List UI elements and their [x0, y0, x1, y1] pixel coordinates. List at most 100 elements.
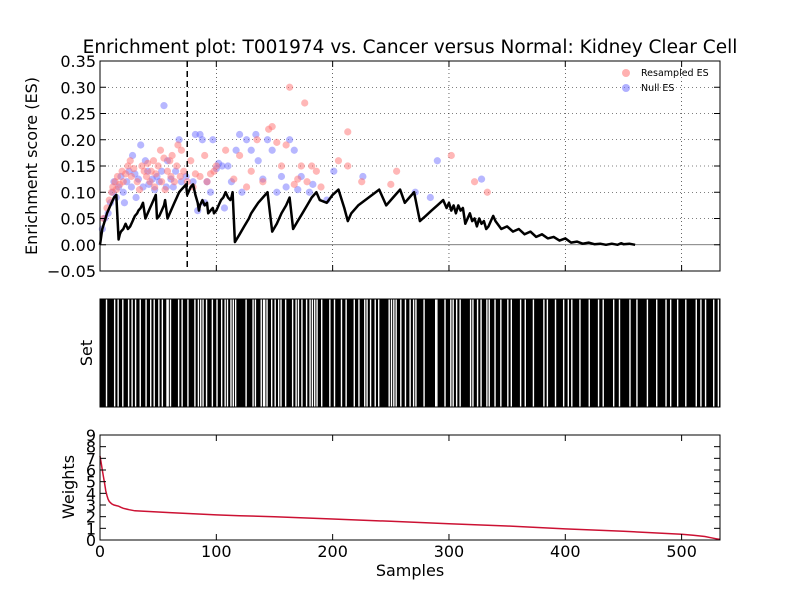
null-es-point — [232, 146, 240, 154]
set-gap — [200, 299, 202, 407]
set-gap — [224, 299, 226, 407]
set-gap — [656, 299, 658, 407]
set-gap — [232, 299, 235, 407]
set-gap — [316, 299, 318, 407]
null-es-point — [254, 157, 262, 165]
set-gap — [369, 299, 372, 407]
weights-xtick-label: 400 — [550, 542, 581, 561]
set-gap — [295, 299, 297, 407]
set-gap — [695, 299, 697, 407]
resampled-es-point — [286, 83, 294, 91]
null-es-point — [282, 183, 290, 191]
set-gap — [309, 299, 311, 407]
weights-axes-frame — [99, 434, 721, 541]
enrichment-score-panel: −0.05 0.00 0.05 0.10 0.15 0.20 0.25 0.30 0.35 En… — [22, 52, 721, 281]
set-gap — [169, 299, 172, 407]
set-gap — [280, 299, 282, 407]
null-es-point — [158, 167, 166, 175]
es-y-ticks: −0.05 0.00 0.05 0.10 0.15 0.20 0.25 0.30 0.35 — [47, 52, 720, 281]
resampled-es-point — [303, 178, 311, 186]
set-gap — [400, 299, 402, 407]
resampled-es-point — [196, 172, 204, 181]
set-gap — [291, 299, 294, 407]
set-gap — [567, 299, 570, 407]
resampled-es-point — [113, 172, 122, 181]
es-y-axis-label: Enrichment score (ES) — [22, 77, 41, 255]
resampled-es-point — [334, 157, 343, 165]
set-gap — [665, 299, 667, 407]
resampled-es-point — [144, 159, 152, 167]
resampled-es-point — [133, 178, 141, 186]
null-es-point — [137, 141, 145, 149]
weights-line — [99, 455, 721, 541]
set-gap — [131, 299, 133, 407]
null-es-point — [127, 183, 136, 191]
set-gap — [166, 299, 168, 407]
resampled-es-point — [308, 162, 316, 170]
set-gap — [252, 299, 254, 407]
resampled-es-point — [247, 167, 255, 175]
resampled-es-point — [154, 162, 162, 170]
set-gap — [139, 299, 141, 407]
set-gap — [476, 299, 479, 407]
set-gap — [122, 299, 124, 407]
set-gap — [543, 299, 545, 407]
resampled-es-point — [201, 151, 209, 160]
set-gap — [245, 299, 247, 407]
set-gap — [194, 299, 196, 407]
set-gap — [150, 299, 152, 407]
set-gap — [205, 299, 208, 407]
legend-label-null: Null ES — [641, 83, 674, 94]
null-es-point — [477, 175, 486, 183]
resampled-es-point — [259, 178, 267, 186]
weights-xtick-label: 300 — [434, 542, 465, 561]
null-es-point — [198, 136, 206, 144]
null-es-point — [119, 188, 127, 196]
resampled-es-point — [387, 180, 395, 188]
es-ytick-label: 0.05 — [60, 210, 96, 229]
set-gap — [436, 299, 438, 407]
set-gap — [636, 299, 638, 407]
set-gap — [181, 299, 183, 407]
set-gap — [230, 299, 232, 407]
resampled-es-point — [297, 162, 305, 170]
es-ytick-label: −0.05 — [47, 262, 96, 281]
set-gap — [700, 299, 702, 407]
weights-ytick-label: 7 — [86, 449, 96, 468]
resampled-es-point — [282, 141, 290, 149]
set-gap — [571, 299, 573, 407]
set-gap — [378, 299, 380, 407]
set-gap — [353, 299, 355, 407]
weights-xtick-label: 500 — [666, 542, 697, 561]
null-es-point — [206, 188, 215, 196]
resampled-es-point — [176, 172, 184, 181]
set-gap — [444, 299, 446, 407]
set-gap — [459, 299, 461, 407]
set-gap — [704, 299, 707, 407]
set-gap — [435, 299, 437, 407]
null-es-point — [235, 130, 244, 139]
es-x-ticks — [99, 61, 683, 271]
null-es-point — [242, 136, 251, 144]
resampled-es-point — [268, 123, 276, 131]
set-gap — [395, 299, 397, 407]
resampled-es-point — [151, 183, 159, 191]
set-gap — [393, 299, 395, 407]
set-gap — [260, 299, 262, 407]
resampled-es-point — [163, 167, 172, 175]
es-ytick-label: 0.35 — [60, 52, 96, 71]
resampled-es-point — [222, 146, 230, 154]
set-gap — [211, 299, 214, 407]
set-gap — [388, 299, 390, 407]
set-gap — [262, 299, 265, 407]
set-gap — [202, 299, 204, 407]
resampled-es-point — [152, 170, 160, 178]
set-gap — [321, 299, 323, 407]
resampled-es-point — [344, 128, 352, 136]
resampled-es-point — [130, 165, 138, 173]
set-gap — [254, 299, 257, 407]
weights-x-ticks: 0 100 200 300 400 500 — [95, 435, 697, 561]
null-es-point — [290, 146, 298, 154]
null-es-point — [189, 178, 197, 186]
